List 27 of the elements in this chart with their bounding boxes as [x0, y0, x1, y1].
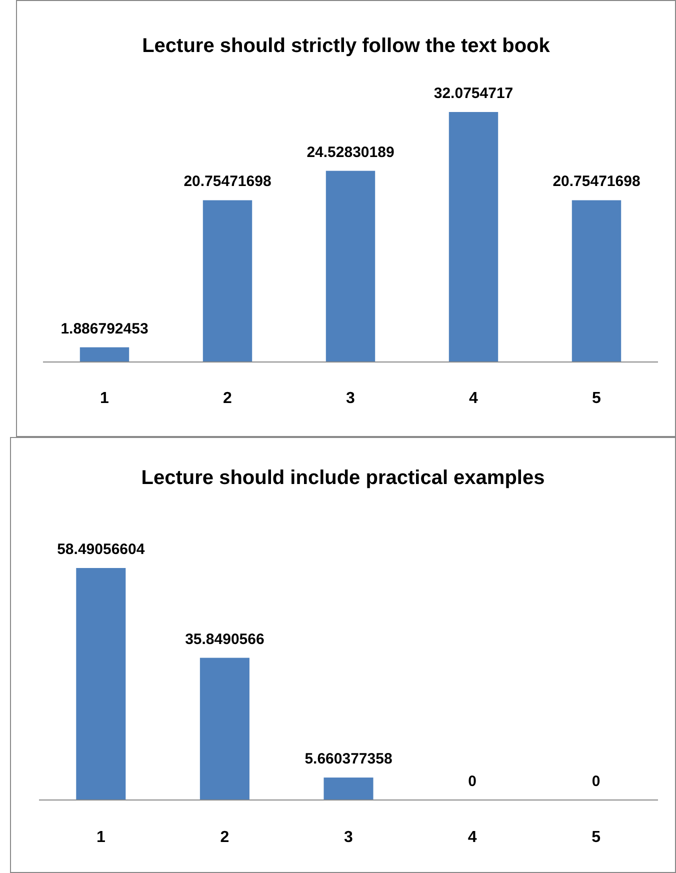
chart-title: Lecture should include practical examples: [141, 467, 545, 489]
x-tick-label: 2: [220, 829, 230, 846]
data-label: 5.660377358: [304, 750, 392, 768]
bar: [572, 200, 622, 362]
x-tick-label: 1: [100, 390, 110, 407]
bar: [326, 170, 376, 362]
x-tick-label: 4: [469, 390, 478, 407]
data-label: 0: [592, 773, 600, 790]
x-tick-label: 3: [346, 390, 356, 407]
x-tick-label: 4: [468, 829, 477, 846]
bar: [202, 200, 252, 362]
data-label: 20.75471698: [552, 173, 640, 190]
data-label: 24.52830189: [306, 144, 394, 161]
bar: [80, 347, 130, 362]
data-label: 58.49056604: [57, 541, 146, 558]
data-label: 1.886792453: [60, 320, 148, 338]
data-label: 35.8490566: [185, 630, 264, 648]
data-label: 0: [468, 773, 476, 790]
data-label: 32.0754717: [434, 85, 514, 102]
data-label: 20.75471698: [184, 173, 272, 190]
x-tick-label: 1: [96, 829, 106, 846]
x-tick-label: 3: [344, 829, 354, 846]
x-tick-label: 2: [223, 390, 232, 407]
x-tick-label: 5: [592, 390, 602, 407]
x-tick-label: 5: [592, 829, 601, 846]
chart-title: Lecture should strictly follow the text book: [142, 35, 551, 57]
bar: [448, 112, 498, 362]
